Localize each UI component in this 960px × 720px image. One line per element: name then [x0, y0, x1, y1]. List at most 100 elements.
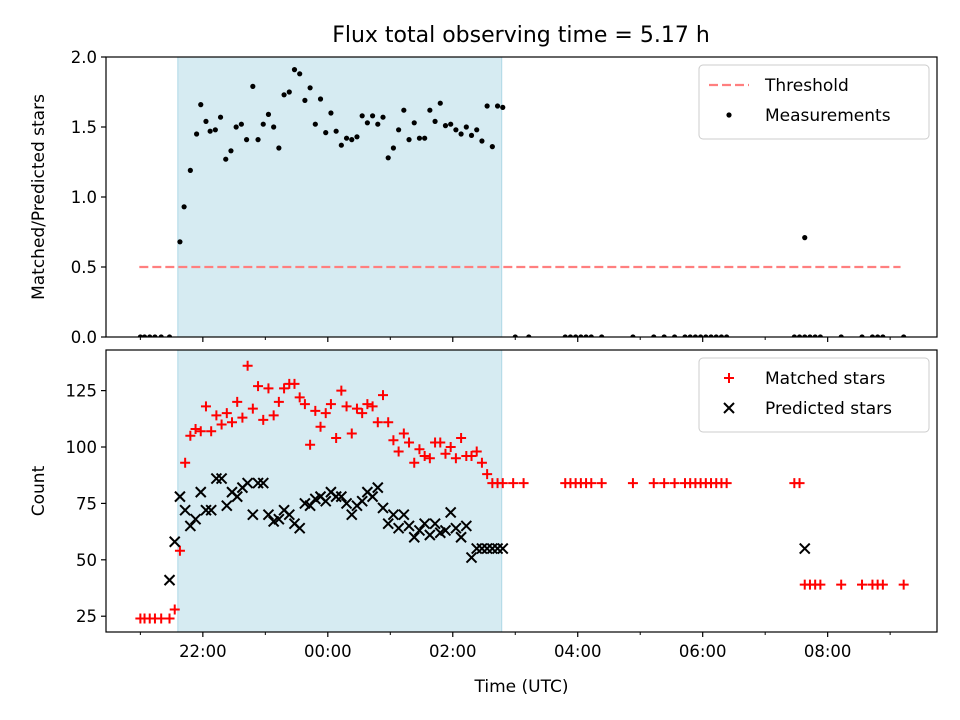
x-tick-label: 06:00 — [679, 642, 727, 661]
data-point — [323, 130, 329, 136]
data-point — [491, 542, 504, 555]
data-point — [346, 508, 358, 521]
data-point — [455, 531, 467, 543]
data-point — [137, 334, 143, 337]
data-point — [297, 71, 303, 77]
data-point — [237, 412, 248, 423]
data-point — [794, 478, 805, 489]
data-point — [414, 444, 425, 455]
data-point — [875, 334, 881, 337]
data-point — [567, 334, 574, 337]
series-measurements — [137, 67, 907, 337]
data-point — [185, 430, 196, 441]
data-point — [703, 334, 709, 337]
data-point — [289, 378, 300, 389]
data-point — [205, 504, 217, 516]
data-point — [416, 135, 423, 141]
legend-box — [698, 357, 930, 433]
data-point — [518, 478, 529, 489]
data-point — [857, 579, 868, 590]
data-point — [305, 439, 316, 450]
data-point — [372, 417, 383, 428]
data-point — [180, 457, 191, 468]
data-point — [471, 542, 483, 555]
legend-label: Matched stars — [765, 369, 885, 389]
top-panel-ratio: 0.0 0.5 1.0 1.5 2.0 Matched/Predicted stars Th… — [29, 48, 938, 347]
data-point — [147, 334, 153, 337]
data-point — [721, 478, 732, 489]
data-point — [692, 334, 699, 337]
y-tick-label: 75 — [76, 494, 97, 513]
data-point — [273, 396, 284, 407]
data-point — [466, 451, 477, 462]
series-matched-stars — [135, 360, 909, 624]
data-point — [669, 478, 680, 489]
data-point — [286, 89, 292, 95]
y-tick-label: 50 — [76, 551, 97, 570]
data-point — [291, 67, 298, 73]
data-point — [859, 334, 865, 337]
data-point — [526, 334, 532, 337]
data-point — [698, 334, 704, 337]
data-point — [200, 504, 212, 516]
data-point — [212, 127, 218, 133]
data-point — [815, 579, 826, 590]
data-point — [325, 399, 336, 410]
data-point — [508, 478, 519, 489]
data-point — [210, 472, 223, 485]
data-point — [500, 104, 506, 110]
data-point — [437, 100, 443, 106]
data-point — [486, 542, 499, 555]
data-point — [247, 508, 259, 521]
data-point — [453, 127, 459, 133]
x-axis-label: Time (UTC) — [474, 677, 569, 697]
data-point — [468, 132, 475, 138]
data-point — [141, 334, 148, 337]
data-point — [448, 121, 454, 127]
data-point — [331, 432, 342, 443]
data-point — [328, 110, 334, 116]
data-point — [203, 118, 209, 124]
data-point — [366, 490, 379, 503]
data-point — [293, 522, 306, 534]
data-point — [177, 239, 183, 245]
data-point — [338, 142, 344, 148]
x-tick-label: 02:00 — [429, 642, 477, 661]
data-point — [255, 137, 261, 143]
data-point — [211, 410, 222, 421]
y-tick-label: 125 — [66, 382, 98, 401]
y-tick-label: 25 — [76, 607, 97, 626]
data-point — [440, 448, 451, 459]
data-point — [163, 574, 176, 586]
data-point — [372, 481, 384, 494]
data-point — [497, 478, 508, 489]
data-point — [512, 334, 518, 337]
data-point — [713, 334, 719, 337]
data-point — [409, 457, 420, 468]
data-point — [489, 144, 495, 150]
data-point — [181, 204, 187, 210]
data-point — [432, 118, 438, 124]
data-point — [398, 428, 409, 439]
data-point — [456, 432, 467, 443]
x-tick-label: 00:00 — [304, 642, 352, 661]
data-point — [390, 145, 397, 151]
data-point — [450, 522, 462, 534]
data-point — [450, 453, 461, 464]
data-point — [283, 508, 295, 521]
data-point — [195, 486, 207, 498]
observing-span-shading — [177, 57, 503, 337]
data-point — [439, 524, 452, 537]
data-point — [671, 334, 678, 337]
axes-frame — [105, 349, 938, 633]
data-point — [169, 536, 181, 548]
data-point — [474, 127, 480, 133]
data-point — [217, 114, 224, 120]
data-point — [152, 334, 158, 337]
data-point — [364, 120, 370, 126]
data-point — [231, 490, 243, 503]
legend: Threshold Measurements — [698, 64, 930, 140]
data-point — [357, 408, 368, 419]
data-point — [463, 124, 469, 130]
